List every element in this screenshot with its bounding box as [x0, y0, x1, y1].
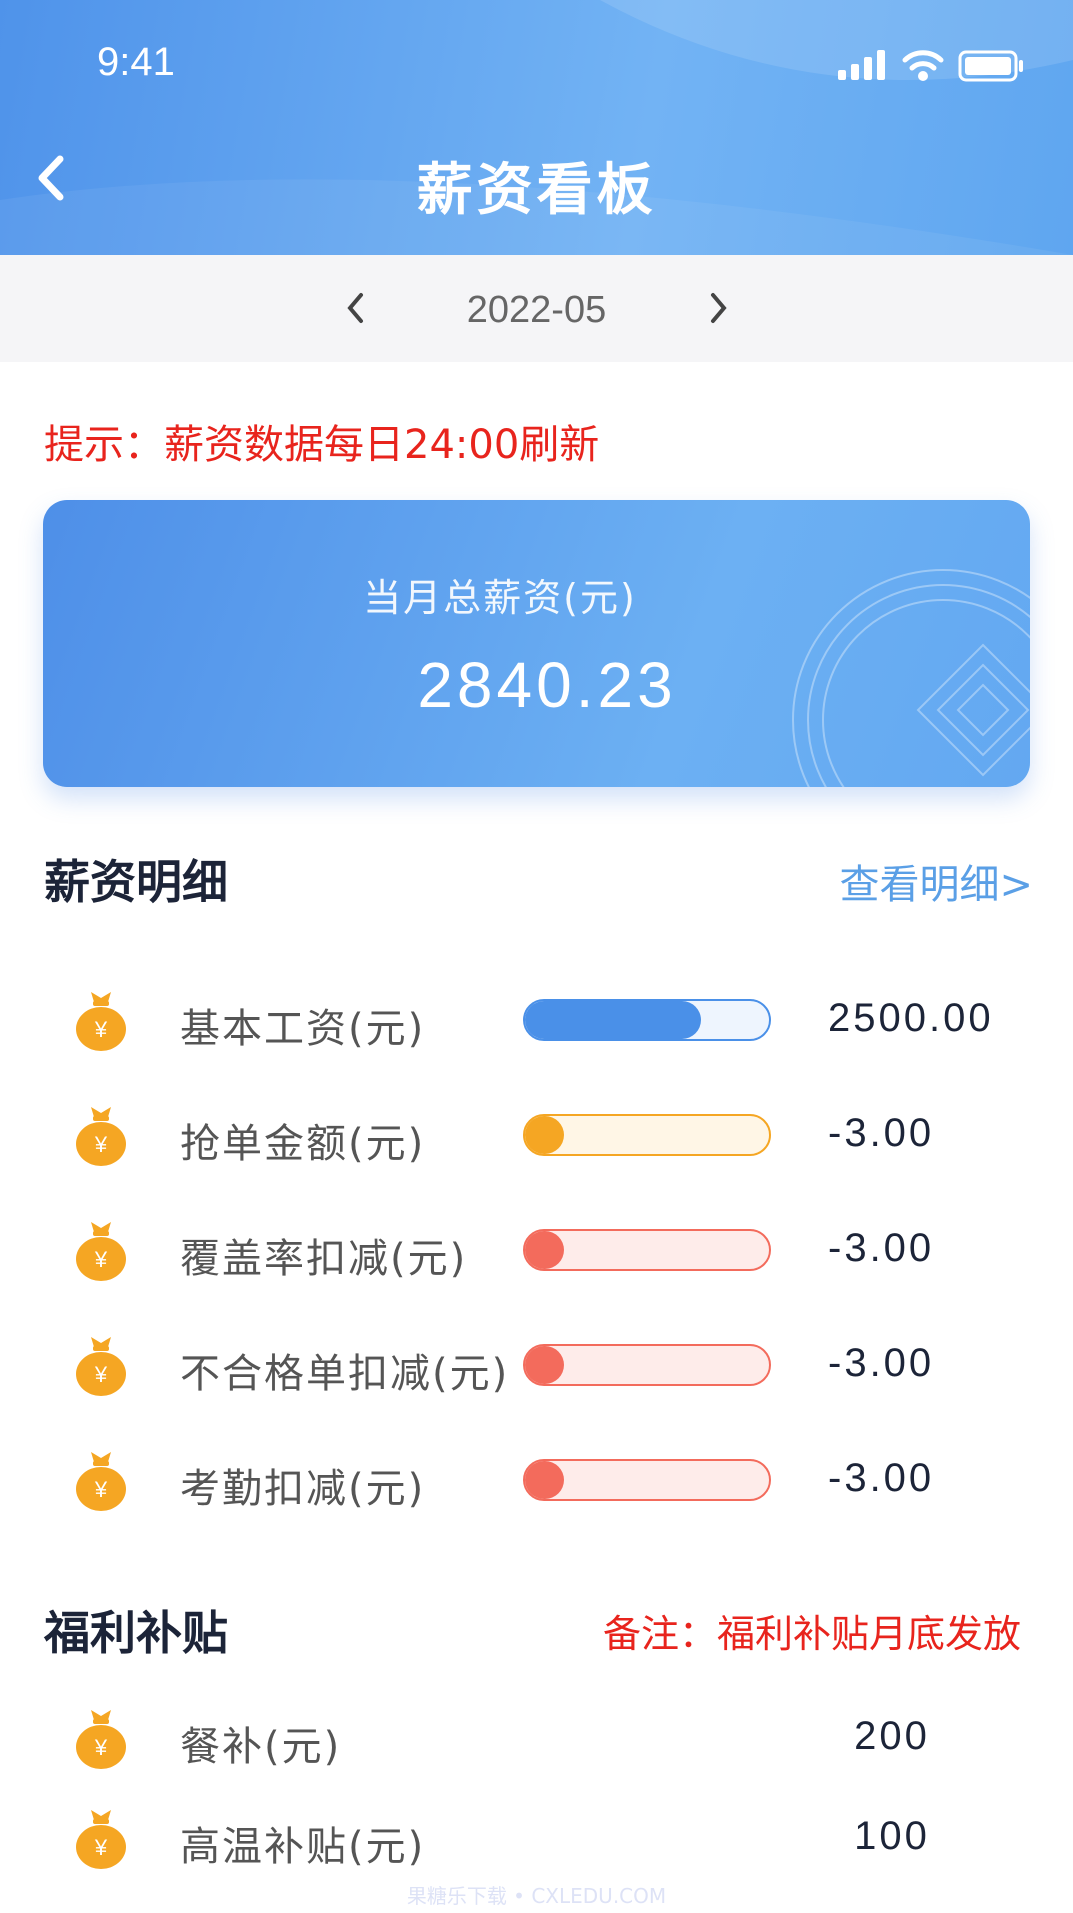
svg-text:¥: ¥	[94, 1362, 108, 1387]
svg-text:¥: ¥	[94, 1247, 108, 1272]
money-bag: ¥	[76, 1452, 126, 1511]
prev-month[interactable]	[346, 292, 366, 324]
section-title: 薪资明细	[44, 855, 228, 909]
item-label: 餐补(元)	[180, 1724, 342, 1770]
watermark: 果糖乐下载 • CXLEDU.COM	[406, 1884, 667, 1908]
money-bag: ¥	[76, 1107, 126, 1166]
item-label: 抢单金额(元)	[180, 1121, 426, 1167]
progress-fill	[525, 1346, 565, 1384]
item-value: 100	[854, 1814, 930, 1858]
money-bag: ¥	[76, 1810, 126, 1869]
progress-bar	[523, 1229, 771, 1271]
total-card	[43, 500, 1030, 787]
total-label: 当月总薪资(元)	[363, 576, 637, 620]
item-value: -3.00	[828, 1111, 935, 1155]
money-icon: ¥	[74, 1448, 128, 1512]
svg-text:¥: ¥	[94, 1835, 108, 1860]
progress-fill	[525, 1231, 565, 1269]
money-bag: ¥	[76, 1710, 126, 1769]
progress-bar	[523, 1459, 771, 1501]
progress-fill	[525, 1001, 701, 1039]
money-icon: ¥	[74, 1333, 128, 1397]
allowance-note: 备注：福利补贴月底发放	[602, 1612, 1021, 1656]
section-title: 福利补贴	[44, 1606, 228, 1660]
item-value: 2500.00	[828, 996, 994, 1040]
svg-text:¥: ¥	[94, 1735, 108, 1760]
money-icon: ¥	[74, 1103, 128, 1167]
header-decoration	[0, 0, 1073, 255]
svg-text:¥: ¥	[94, 1477, 108, 1502]
item-label: 高温补贴(元)	[180, 1824, 426, 1870]
month-label: 2022-05	[466, 289, 607, 331]
money-icon: ¥	[74, 1706, 128, 1770]
item-value: -3.00	[828, 1341, 935, 1385]
progress-fill	[525, 1116, 565, 1154]
detail-link[interactable]: 查看明细>	[839, 862, 1033, 908]
item-value: -3.00	[828, 1456, 935, 1500]
svg-text:¥: ¥	[94, 1017, 108, 1042]
progress-bar	[523, 1114, 771, 1156]
money-bag: ¥	[76, 1337, 126, 1396]
money-bag: ¥	[76, 992, 126, 1051]
item-label: 基本工资(元)	[180, 1006, 426, 1052]
item-label: 不合格单扣减(元)	[180, 1351, 510, 1397]
header: 9:41 薪资看板	[0, 0, 1073, 255]
tip-text: 提示：薪资数据每日24:00刷新	[44, 422, 600, 468]
item-value: 200	[854, 1714, 930, 1758]
money-icon: ¥	[74, 988, 128, 1052]
item-value: -3.00	[828, 1226, 935, 1270]
progress-bar	[523, 999, 771, 1041]
progress-bar	[523, 1344, 771, 1386]
svg-text:¥: ¥	[94, 1132, 108, 1157]
page-title: 薪资看板	[416, 158, 657, 223]
item-label: 覆盖率扣减(元)	[180, 1236, 468, 1282]
total-value: 2840.23	[417, 649, 677, 721]
item-label: 考勤扣减(元)	[180, 1466, 426, 1512]
money-icon: ¥	[74, 1806, 128, 1870]
next-month[interactable]	[708, 292, 728, 324]
back-button[interactable]	[36, 155, 66, 201]
money-icon: ¥	[74, 1218, 128, 1282]
card-decoration	[792, 569, 1030, 787]
money-bag: ¥	[76, 1222, 126, 1281]
date-selector	[0, 255, 1073, 362]
progress-fill	[525, 1461, 565, 1499]
status-time: 9:41	[97, 40, 175, 84]
